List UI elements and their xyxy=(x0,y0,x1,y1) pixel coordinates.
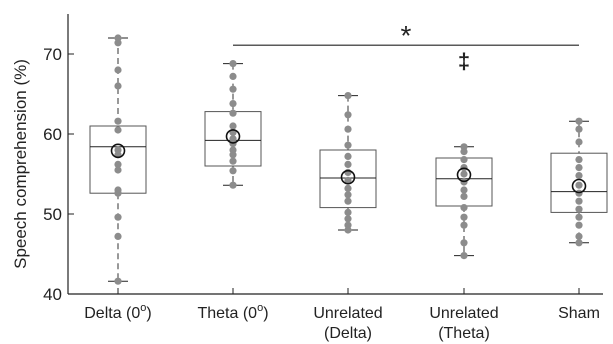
data-point xyxy=(229,109,237,117)
data-point xyxy=(114,160,122,168)
data-point xyxy=(114,166,122,174)
data-point xyxy=(229,151,237,159)
data-point xyxy=(344,160,352,168)
data-point xyxy=(229,100,237,108)
data-point xyxy=(575,164,583,172)
data-point xyxy=(344,191,352,199)
data-point xyxy=(229,167,237,175)
box xyxy=(89,125,147,194)
y-tick-label: 60 xyxy=(43,125,62,144)
data-point xyxy=(344,168,352,176)
data-point xyxy=(114,82,122,90)
data-point xyxy=(575,221,583,229)
data-point xyxy=(344,184,352,192)
data-point xyxy=(229,60,237,68)
data-point xyxy=(114,277,122,285)
mean-marker xyxy=(110,143,126,159)
box-group xyxy=(89,34,147,285)
data-point xyxy=(460,148,468,156)
data-point xyxy=(575,125,583,133)
data-point xyxy=(460,156,468,164)
data-point xyxy=(114,39,122,47)
data-point xyxy=(575,197,583,205)
data-point xyxy=(460,204,468,212)
box-group xyxy=(550,117,608,247)
data-point xyxy=(114,126,122,134)
data-point xyxy=(344,141,352,149)
data-point xyxy=(344,125,352,133)
x-tick-label: Delta (0o) xyxy=(84,302,151,322)
y-tick-label: 50 xyxy=(43,205,62,224)
data-point xyxy=(229,122,237,130)
data-point xyxy=(575,239,583,247)
data-point xyxy=(575,172,583,180)
y-axis-label: Speech comprehension (%) xyxy=(11,59,30,269)
mean-marker xyxy=(456,167,472,183)
data-point xyxy=(344,111,352,119)
data-point xyxy=(114,232,122,240)
data-point xyxy=(575,213,583,221)
x-tick-label-line2: (Theta) xyxy=(438,325,490,342)
data-point xyxy=(460,192,468,200)
data-point xyxy=(229,72,237,80)
data-point xyxy=(575,156,583,164)
box-group xyxy=(204,60,262,189)
y-tick-label: 70 xyxy=(43,45,62,64)
significance-label: * xyxy=(401,20,412,51)
data-point xyxy=(575,205,583,213)
data-point xyxy=(344,215,352,223)
x-tick-label-line2: (Delta) xyxy=(324,325,372,342)
x-tick-label: Unrelated xyxy=(313,305,382,322)
data-point xyxy=(344,208,352,216)
data-point xyxy=(114,117,122,125)
x-tick-label: Sham xyxy=(558,305,600,322)
data-point xyxy=(460,213,468,221)
data-point xyxy=(575,232,583,240)
data-point xyxy=(344,197,352,205)
mean-marker xyxy=(225,129,241,144)
data-point xyxy=(460,221,468,229)
box xyxy=(319,149,377,209)
data-point xyxy=(575,117,583,125)
chart-marks: *‡ xyxy=(89,20,608,285)
box-group xyxy=(435,143,493,260)
data-point xyxy=(344,152,352,160)
data-point xyxy=(344,176,352,184)
axes: 40 50 60 70 Delta (0o) Theta (0o) Unrelated (De… xyxy=(43,14,603,342)
x-tick-label: Unrelated xyxy=(429,305,498,322)
box-group xyxy=(319,92,377,234)
data-point xyxy=(575,181,583,189)
x-tick-label: Theta (0o) xyxy=(197,302,268,322)
data-point xyxy=(229,157,237,165)
data-point xyxy=(114,66,122,74)
mean-marker xyxy=(340,169,356,185)
annotation-label: ‡ xyxy=(458,48,470,73)
data-point xyxy=(575,138,583,146)
data-point xyxy=(344,92,352,100)
data-point xyxy=(460,170,468,178)
data-point xyxy=(229,85,237,93)
data-point xyxy=(460,252,468,260)
data-point xyxy=(114,189,122,197)
data-point xyxy=(114,213,122,221)
data-point xyxy=(460,239,468,247)
mean-marker xyxy=(571,178,587,194)
y-tick-label: 40 xyxy=(43,285,62,304)
data-point xyxy=(344,226,352,234)
data-point xyxy=(460,186,468,194)
data-point xyxy=(229,181,237,189)
